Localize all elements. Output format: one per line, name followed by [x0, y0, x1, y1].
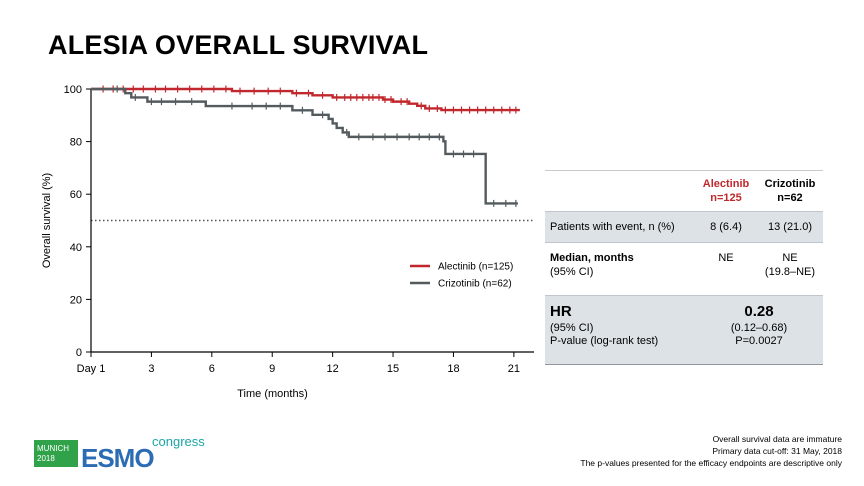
hr-pvalue-label: P-value (log-rank test)	[550, 335, 659, 347]
x-tick-label: 3	[148, 363, 154, 375]
hr-ci-label: (95% CI)	[550, 322, 594, 334]
hr-value: 0.28	[744, 303, 774, 320]
hr-label: HR	[550, 303, 572, 320]
series-line	[91, 87, 518, 205]
logo-brand: ESMO	[81, 443, 154, 470]
logo-city: MUNICH	[37, 444, 69, 453]
series-line	[91, 87, 520, 112]
crizotinib-name: Crizotinib	[764, 178, 816, 190]
alectinib-n: n=125	[710, 192, 742, 204]
hr-ci: (0.12–0.68)	[730, 322, 788, 334]
logo-suffix: congress	[152, 434, 205, 449]
events-label: Patients with event, n (%)	[545, 211, 695, 243]
y-tick-label: 100	[64, 84, 82, 96]
logo-green-block	[34, 440, 78, 467]
table-row-hr: HR (95% CI) P-value (log-rank test) 0.28…	[545, 295, 823, 365]
esmo-congress-logo: MUNICH 2018 ESMO congress	[34, 434, 205, 470]
alectinib-name: Alectinib	[702, 178, 750, 190]
x-tick-label: 12	[327, 363, 339, 375]
median-sublabel: (95% CI)	[550, 266, 594, 278]
footnote-immature: Overall survival data are immature	[712, 434, 842, 444]
median-crizotinib-ci: (19.8–NE)	[764, 266, 816, 278]
y-axis-title: Overall survival (%)	[41, 173, 53, 268]
events-crizotinib: 13 (21.0)	[757, 211, 823, 243]
table-header: Alectinib n=125 Crizotinib n=62	[545, 170, 823, 212]
hr-pvalue: P=0.0027	[735, 335, 783, 347]
footnote-cutoff: Primary data cut-off: 31 May, 2018	[712, 446, 842, 456]
logo-year: 2018	[37, 454, 55, 463]
x-axis-title: Time (months)	[237, 388, 308, 400]
y-tick-label: 40	[70, 242, 82, 254]
series-0	[91, 85, 520, 114]
x-tick-label: 6	[209, 363, 215, 375]
x-tick-label: 21	[508, 363, 520, 375]
x-tick-label: 9	[269, 363, 275, 375]
median-label: Median, months	[550, 252, 634, 264]
y-tick-label: 0	[76, 347, 82, 359]
median-alectinib: NE	[695, 242, 757, 296]
x-tick-label: Day 1	[77, 363, 106, 375]
y-tick-label: 80	[70, 137, 82, 149]
alectinib-column-header: Alectinib n=125	[695, 170, 757, 212]
survival-chart: 0 20 40 60 80 100 Day 1 3 6 9 12 15 18 21 Time (months…	[41, 84, 534, 400]
events-alectinib: 8 (6.4)	[695, 211, 757, 243]
footnotes: Overall survival data are immature Prima…	[580, 433, 842, 469]
crizotinib-column-header: Crizotinib n=62	[757, 170, 823, 212]
footnote-pvalue: The p-values presented for the efficacy …	[580, 458, 842, 468]
x-tick-label: 15	[387, 363, 399, 375]
y-tick-label: 60	[70, 189, 82, 201]
series-1	[91, 85, 518, 207]
efficacy-table: Alectinib n=125 Crizotinib n=62 Patients…	[545, 170, 823, 365]
crizotinib-n: n=62	[777, 192, 803, 204]
median-crizotinib: NE	[782, 252, 798, 264]
legend-label: Alectinib (n=125)	[438, 262, 513, 273]
y-tick-label: 20	[70, 294, 82, 306]
x-tick-label: 18	[447, 363, 459, 375]
legend-label: Crizotinib (n=62)	[438, 279, 512, 290]
page-title: ALESIA OVERALL SURVIVAL	[48, 30, 429, 60]
table-row-median: Median, months (95% CI) NE NE (19.8–NE)	[545, 242, 823, 296]
table-row-events: Patients with event, n (%) 8 (6.4) 13 (2…	[545, 211, 823, 243]
